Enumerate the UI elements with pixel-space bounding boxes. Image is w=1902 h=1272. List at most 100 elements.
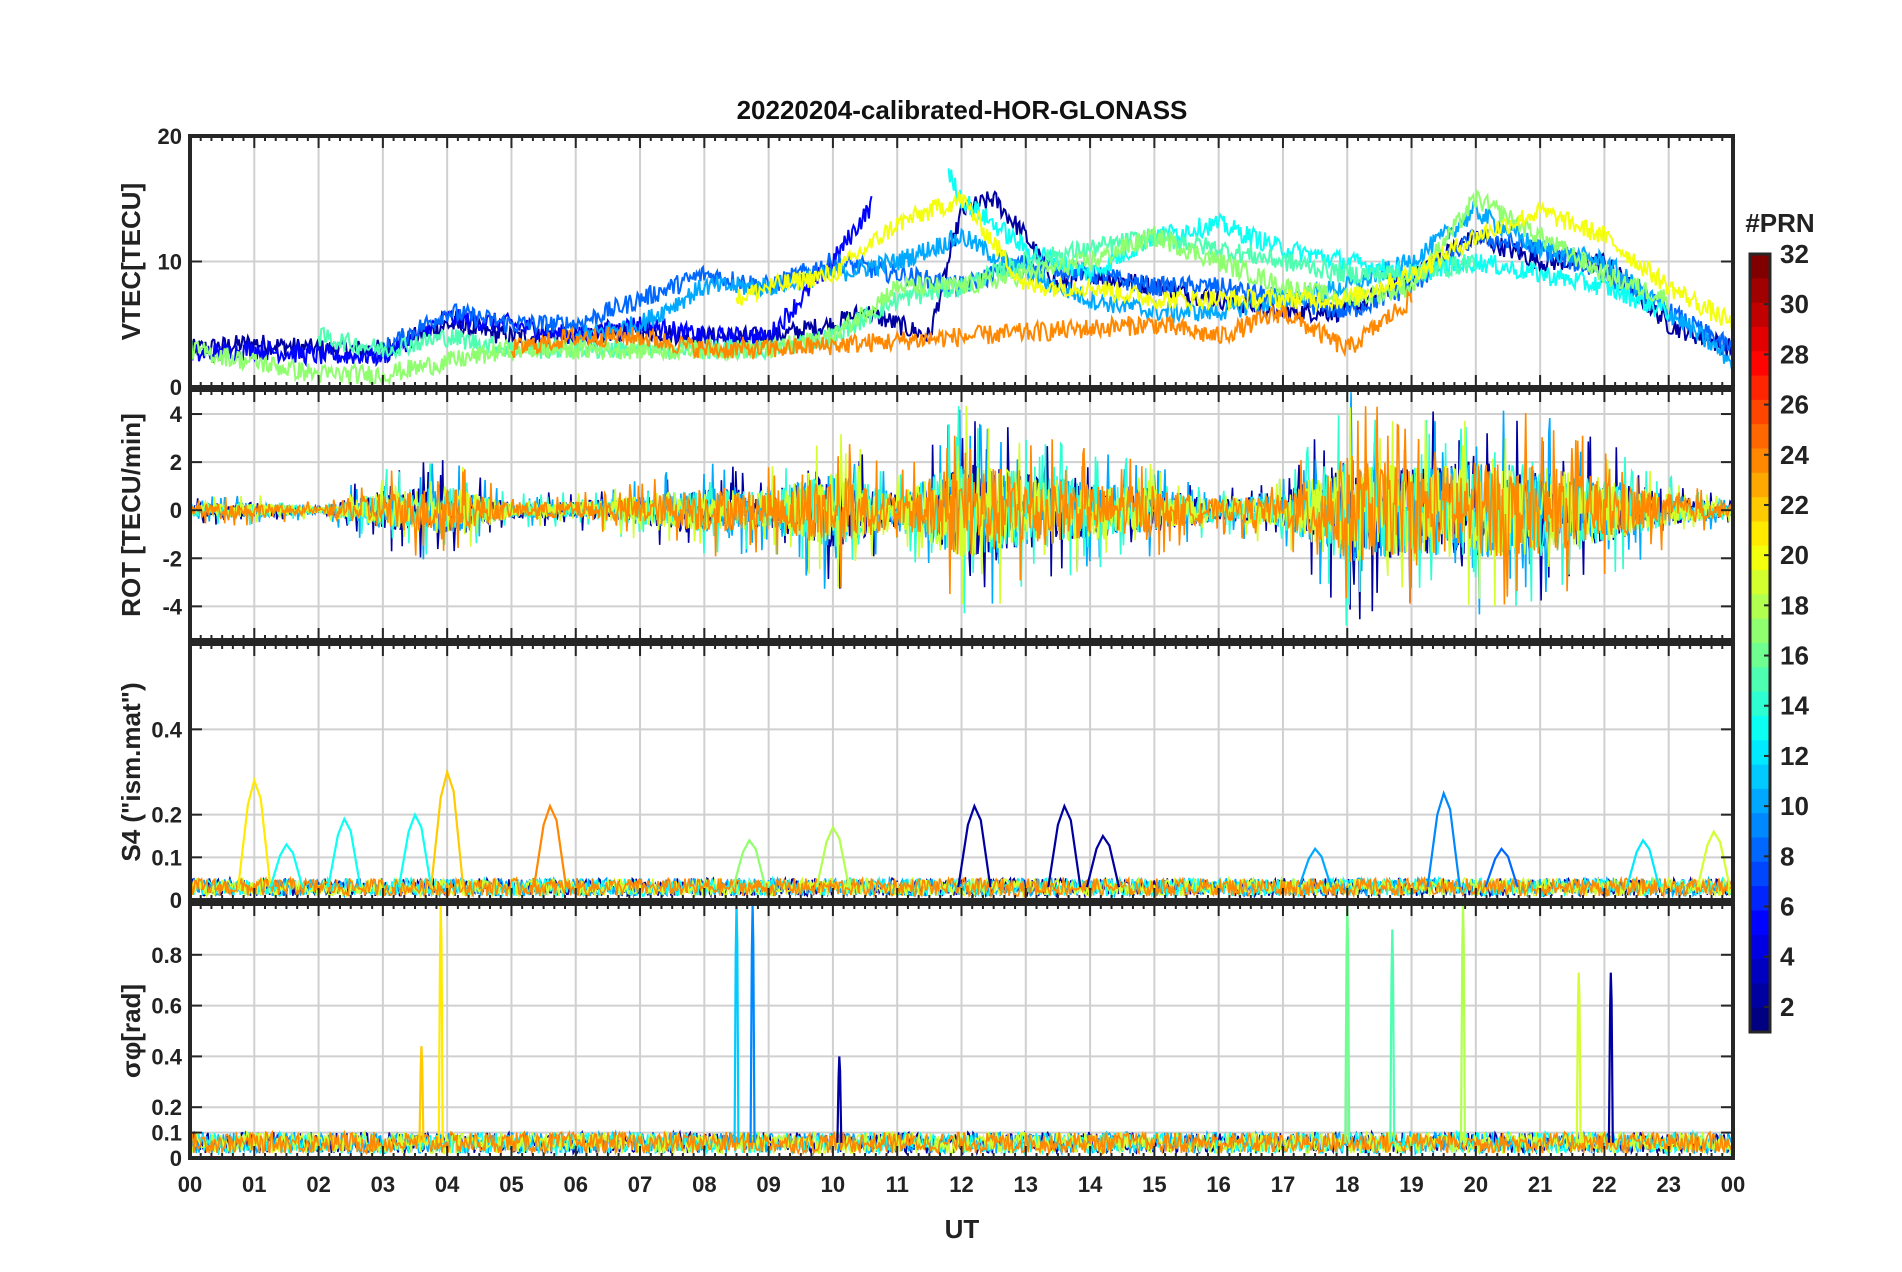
colorbar-segment — [1750, 740, 1770, 766]
colorbar-segment — [1750, 497, 1770, 523]
colorbar-tick-label: 30 — [1780, 289, 1809, 319]
vtec-y-axis-label: VTEC[TECU] — [116, 183, 146, 340]
s4-ytick-label: 0.4 — [151, 717, 182, 742]
panel-rot: -4 -2 0 2 4 ROT [TECU/min] — [116, 388, 1735, 642]
colorbar-segment — [1750, 934, 1770, 960]
x-tick-label: 19 — [1399, 1172, 1423, 1197]
colorbar-segment — [1750, 910, 1770, 936]
colorbar-outline — [1748, 252, 1772, 1034]
sigma-peak-prn-2 — [836, 1056, 843, 1143]
colorbar-segment — [1750, 278, 1770, 304]
colorbar-segment — [1750, 813, 1770, 839]
colorbar-segment — [1750, 959, 1770, 984]
colorbar-segment — [1750, 399, 1770, 425]
sigma-peak-prn-9 — [749, 904, 756, 1143]
colorbar-segment — [1750, 424, 1770, 450]
x-tick-label: 13 — [1014, 1172, 1038, 1197]
x-tick-label: 05 — [499, 1172, 523, 1197]
sigma-ytick-label: 0.1 — [151, 1121, 182, 1146]
colorbar-segment — [1750, 302, 1770, 328]
sigma-peak-prn-2 — [1607, 972, 1614, 1143]
colorbar-segment — [1750, 715, 1770, 741]
colorbar-tick-label: 20 — [1780, 540, 1809, 570]
x-tick-label: 09 — [756, 1172, 780, 1197]
x-tick-label: 00 — [178, 1172, 202, 1197]
sigma-y-axis-label: σφ[rad] — [116, 984, 146, 1078]
colorbar-label: #PRN — [1745, 208, 1814, 238]
x-tick-label: 22 — [1592, 1172, 1616, 1197]
colorbar-segment — [1750, 521, 1770, 547]
x-tick-label: 02 — [306, 1172, 330, 1197]
colorbar-segment — [1750, 983, 1770, 1009]
x-tick-label: 15 — [1142, 1172, 1166, 1197]
sigma-ytick-label: 0 — [170, 1146, 182, 1171]
colorbar-tick-label: 26 — [1780, 390, 1809, 420]
panel-s4: 0 0.1 0.2 0.4S4 ("ism.mat") — [116, 642, 1735, 913]
x-tick-label: 18 — [1335, 1172, 1359, 1197]
x-tick-label: 20 — [1464, 1172, 1488, 1197]
sigma-peak-prn-18 — [1459, 904, 1466, 1143]
rot-y-axis-label: ROT [TECU/min] — [116, 413, 146, 617]
vtec-series-prn-17 — [190, 188, 1669, 387]
vtec-ytick-label: 20 — [158, 124, 182, 149]
x-tick-label: 04 — [435, 1172, 460, 1197]
sigma-peak-prn-15 — [1389, 929, 1396, 1143]
s4-peak-prn-2 — [1085, 833, 1121, 888]
rot-ytick-label: -2 — [162, 546, 182, 571]
colorbar-tick-label: 16 — [1780, 641, 1809, 671]
x-tick-label: 10 — [821, 1172, 845, 1197]
x-tick-label: 08 — [692, 1172, 716, 1197]
colorbar-segment — [1750, 764, 1770, 790]
colorbar-tick-label: 32 — [1780, 239, 1809, 269]
rot-ytick-label: 2 — [170, 450, 182, 475]
s4-peak-prn-2 — [1047, 803, 1082, 888]
x-tick-label: 06 — [564, 1172, 588, 1197]
chart-title: 20220204-calibrated-HOR-GLONASS — [737, 95, 1188, 125]
s4-ytick-label: 0 — [170, 888, 182, 913]
rot-series-prn-19 — [190, 406, 1733, 607]
s4-peak-prn-17 — [732, 838, 767, 888]
colorbar-tick-label: 2 — [1780, 992, 1794, 1022]
rot-data — [190, 392, 1733, 626]
sigma-ytick-label: 0.2 — [151, 1095, 182, 1120]
s4-ytick-label: 0.1 — [151, 845, 182, 870]
s4-peak-prn-13 — [397, 811, 433, 888]
rot-series-prn-24 — [190, 406, 1733, 605]
colorbar-segment — [1750, 788, 1770, 814]
s4-peak-prn-9 — [1426, 789, 1461, 888]
sigma-ytick-label: 0.6 — [151, 994, 182, 1019]
sigma-ytick-label: 0.4 — [151, 1044, 182, 1069]
colorbar-segment — [1750, 643, 1770, 668]
vtec-series-prn-8 — [381, 227, 1733, 357]
s4-y-axis-label: S4 ("ism.mat") — [116, 682, 146, 861]
colorbar-segment — [1750, 1007, 1770, 1033]
colorbar-segment — [1750, 545, 1770, 571]
colorbar-segment — [1750, 254, 1770, 279]
vtec-series-prn-24 — [510, 288, 1413, 360]
s4-peak-prn-2 — [957, 803, 992, 888]
x-tick-label: 14 — [1078, 1172, 1103, 1197]
colorbar-segment — [1750, 375, 1770, 401]
vtec-ytick-label: 0 — [170, 375, 182, 400]
colorbar-tick-label: 4 — [1780, 942, 1795, 972]
colorbar-tick-label: 22 — [1780, 490, 1809, 520]
colorbar-segment — [1750, 886, 1770, 912]
colorbar-tick-label: 10 — [1780, 791, 1809, 821]
sigma-peak-prn-11 — [733, 904, 740, 1143]
vtec-data — [190, 168, 1733, 387]
colorbar-tick-label: 14 — [1780, 691, 1809, 721]
colorbar-tick-label: 24 — [1780, 440, 1809, 470]
colorbar-segment — [1750, 326, 1770, 352]
s4-peak-prn-13 — [327, 816, 362, 888]
colorbar-tick-label: 12 — [1780, 741, 1809, 771]
vtec-ytick-label: 10 — [158, 250, 182, 275]
s4-peak-prn-12 — [1625, 838, 1661, 888]
s4-peak-prn-8 — [1484, 846, 1519, 888]
x-tick-label: 11 — [886, 1172, 909, 1197]
x-tick-label: 03 — [371, 1172, 395, 1197]
x-tick-label: 17 — [1271, 1172, 1295, 1197]
s4-peak-prn-21 — [237, 776, 272, 888]
x-tick-label: 23 — [1656, 1172, 1680, 1197]
